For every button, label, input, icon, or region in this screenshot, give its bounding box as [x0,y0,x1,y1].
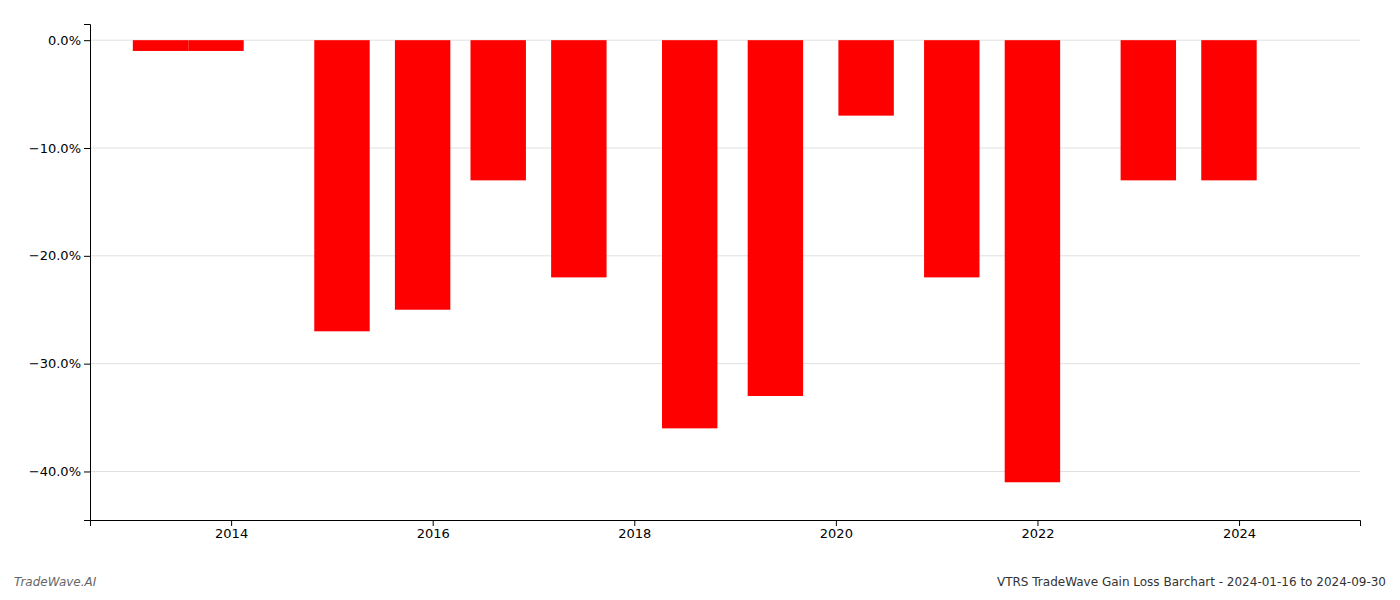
grid [90,40,1360,471]
tick-mark [84,40,90,41]
tick-label: 2022 [1021,526,1054,541]
tick: 2022 [1021,520,1054,541]
grid-line [90,255,1360,256]
bar [314,40,369,331]
tick-mark [231,520,232,526]
tick-mark [1239,520,1240,526]
tick-label: 2018 [618,526,651,541]
bar [133,40,188,51]
tick-mark [84,471,90,472]
tick-label: −30.0% [29,356,81,371]
tick: −20.0% [29,248,90,263]
tick: 2024 [1223,520,1256,541]
tick-mark [836,520,837,526]
bar [838,40,893,115]
tick-label: 2020 [820,526,853,541]
tick: 2020 [820,520,853,541]
watermark: TradeWave.AI [14,575,97,589]
tick-mark [433,520,434,526]
x-axis: 2014 2016 2018 2020 2022 2024 [91,520,1361,541]
bars [133,40,1257,482]
title: VTRS TradeWave Gain Loss Barchart - 2024… [997,575,1386,589]
grid-line [90,363,1360,364]
grid-line [90,471,1360,472]
bar [748,40,803,396]
bar [1121,40,1176,180]
tick-label: 2014 [215,526,248,541]
bar [924,40,979,277]
bar [188,40,243,51]
bar [662,40,717,428]
tick-mark [84,148,90,149]
axis-line [84,25,91,521]
bar [470,40,525,180]
axis-line [91,521,1361,527]
tick-mark [84,364,90,365]
chart: 0.0% −10.0% −20.0% −30.0% −40.0% 2014 2016 2018… [0,0,1400,600]
tick-label: 0.0% [48,33,81,48]
tick-label: 2024 [1223,526,1256,541]
tick-mark [634,520,635,526]
tick-label: −10.0% [29,141,81,156]
tick-mark [84,256,90,257]
tick: 0.0% [48,33,90,48]
tick: −40.0% [29,464,90,479]
tick: −30.0% [29,356,90,371]
tick-label: −20.0% [29,248,81,263]
plot: 0.0% −10.0% −20.0% −30.0% −40.0% 2014 2016 2018… [29,25,1361,542]
bar [551,40,606,277]
tick: −10.0% [29,141,90,156]
tick: 2018 [618,520,651,541]
tick-mark [1037,520,1038,526]
tick-label: −40.0% [29,464,81,479]
bar [395,40,450,310]
bar [1005,40,1060,482]
tick-label: 2016 [417,526,450,541]
tick: 2014 [215,520,248,541]
tick: 2016 [417,520,450,541]
bar [1201,40,1256,180]
y-axis: 0.0% −10.0% −20.0% −30.0% −40.0% [29,25,91,521]
